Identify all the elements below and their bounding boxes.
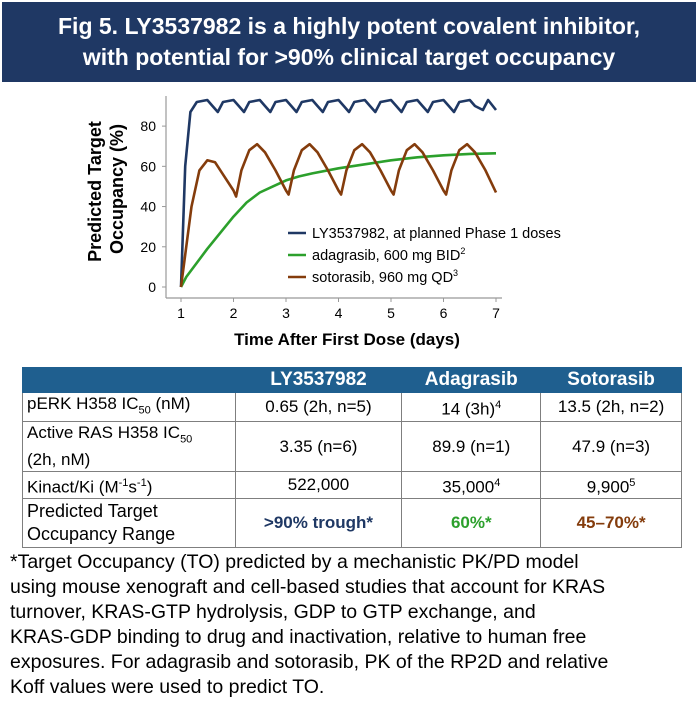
table-row: Predicted Target Occupancy Range >90% tro…: [22, 498, 682, 549]
table-header-ly3537982: LY3537982: [234, 367, 403, 393]
table-row: Active RAS H358 IC50 (2h, nM) 3.35 (n=6) …: [22, 421, 682, 472]
footnote-line: *Target Occupancy (TO) predicted by a me…: [10, 551, 579, 573]
table-row: Kinact/Ki (M-1s-1) 522,000 35,0004 9,900…: [22, 470, 682, 500]
cell-ly-kinact: 522,000: [234, 470, 403, 500]
series-line-0: [179, 98, 498, 288]
x-tick-label: 4: [335, 305, 343, 321]
footnote-line: using mouse xenograft and cell-based stu…: [10, 576, 606, 598]
chart-ticks: 0 20 40 60 80 1 2 3 4 5 6 7: [140, 118, 500, 321]
title-line-2: with potential for >90% clinical target …: [82, 44, 616, 70]
y-axis-label: Predicted Target Occupancy (%): [85, 116, 127, 262]
series-line-1: [179, 152, 497, 288]
target-occupancy-chart: 0 20 40 60 80 1 2 3 4 5 6 7 Time After First Dose (…: [85, 96, 561, 349]
chart-legend: LY3537982, at planned Phase 1 doses adagr…: [288, 226, 561, 286]
legend-label: sotorasib, 960 mg QD3: [312, 268, 458, 286]
footnote-line: Koff values were used to predict TO.: [10, 676, 325, 698]
cell-adagrasib-kinact: 35,0004: [401, 470, 542, 500]
row-label-perk: pERK H358 IC50 (nM): [22, 391, 236, 423]
cell-sotorasib-kinact: 9,9005: [540, 470, 682, 500]
cell-ly-active-ras: 3.35 (n=6): [234, 421, 403, 472]
legend-label: adagrasib, 600 mg BID2: [312, 246, 465, 264]
footnote-line: KRAS-GDP binding to drug and inactivatio…: [10, 626, 587, 648]
cell-ly-occupancy: >90% trough*: [234, 498, 403, 549]
cell-sotorasib-active-ras: 47.9 (n=3): [540, 421, 682, 472]
x-tick-label: 1: [177, 305, 185, 321]
chart-series: [179, 98, 498, 288]
footnote-line: turnover, KRAS-GTP hydrolysis, GDP to GT…: [10, 601, 536, 623]
table-header-row: LY3537982 Adagrasib Sotorasib: [22, 367, 682, 393]
y-tick-label: 0: [148, 279, 156, 295]
legend-label: LY3537982, at planned Phase 1 doses: [312, 226, 561, 242]
table-header-empty: [22, 367, 236, 393]
cell-ly-perk: 0.65 (2h, n=5): [234, 391, 403, 423]
comparison-table: LY3537982 Adagrasib Sotorasib pERK H358 …: [22, 367, 682, 549]
table-header-sotorasib: Sotorasib: [540, 367, 682, 393]
cell-adagrasib-perk: 14 (3h)4: [401, 391, 542, 423]
y-tick-label: 60: [140, 158, 156, 174]
title-line-1: Fig 5. LY3537982 is a highly potent cova…: [58, 13, 640, 39]
y-tick-label: 20: [140, 239, 156, 255]
y-tick-label: 80: [140, 118, 156, 134]
cell-sotorasib-perk: 13.5 (2h, n=2): [540, 391, 682, 423]
table-header-adagrasib: Adagrasib: [401, 367, 542, 393]
footnote-line: exposures. For adagrasib and sotorasib, …: [10, 651, 609, 673]
y-axis-label-line-1: Predicted Target: [85, 121, 105, 262]
chart-axes: [165, 96, 502, 299]
footnote: *Target Occupancy (TO) predicted by a me…: [10, 550, 694, 700]
table-row: pERK H358 IC50 (nM) 0.65 (2h, n=5) 14 (3…: [22, 391, 682, 423]
cell-adagrasib-active-ras: 89.9 (n=1): [401, 421, 542, 472]
x-tick-label: 5: [387, 305, 395, 321]
cell-sotorasib-occupancy: 45–70%*: [540, 498, 682, 549]
y-axis-label-line-2: Occupancy (%): [107, 124, 127, 254]
x-tick-label: 7: [492, 305, 500, 321]
figure-title-banner: Fig 5. LY3537982 is a highly potent cova…: [2, 2, 696, 82]
x-tick-label: 3: [282, 305, 290, 321]
series-line-2: [179, 142, 498, 288]
row-label-occupancy: Predicted Target Occupancy Range: [22, 498, 236, 549]
y-tick-label: 40: [140, 199, 156, 215]
cell-adagrasib-occupancy: 60%*: [401, 498, 542, 549]
row-label-active-ras: Active RAS H358 IC50 (2h, nM): [22, 421, 236, 472]
x-axis-label: Time After First Dose (days): [234, 330, 460, 349]
x-tick-label: 2: [230, 305, 238, 321]
x-tick-label: 6: [440, 305, 448, 321]
row-label-kinact: Kinact/Ki (M-1s-1): [22, 470, 236, 500]
